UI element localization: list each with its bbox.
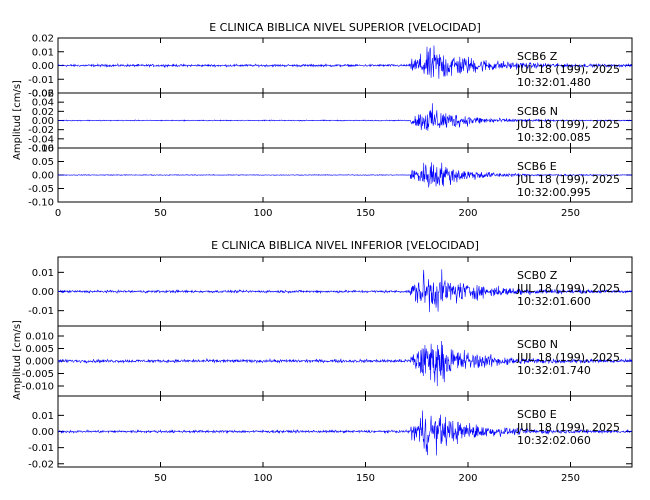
station-date: JUL 18 (199), 2025 — [516, 63, 620, 76]
x-tick-label: 150 — [356, 473, 375, 484]
y-tick-label: -0.05 — [28, 184, 54, 195]
station-label: SCB0 Z — [517, 269, 558, 282]
y-tick-label: -0.02 — [28, 89, 54, 100]
waveform-trace — [57, 162, 633, 188]
station-label: SCB6 Z — [517, 50, 558, 63]
y-tick-label: -0.02 — [28, 459, 54, 470]
waveform-trace — [57, 410, 633, 456]
station-time: 10:32:01.740 — [517, 364, 591, 377]
y-tick-label: -0.010 — [22, 382, 54, 393]
y-axis-label: Amplitud [cm/s] — [12, 80, 23, 160]
y-tick-label: 0.01 — [32, 47, 54, 58]
y-tick-label: 0.02 — [32, 107, 54, 118]
y-tick-label: 0.005 — [25, 344, 54, 355]
y-tick-label: -0.01 — [28, 443, 54, 454]
station-date: JUL 18 (199), 2025 — [516, 282, 620, 295]
x-tick-label: 50 — [154, 208, 167, 219]
x-tick-label: 150 — [356, 208, 375, 219]
y-tick-label: 0.00 — [32, 116, 54, 127]
y-tick-label: -0.01 — [28, 306, 54, 317]
station-time: 10:32:01.600 — [517, 295, 591, 308]
station-time: 10:32:02.060 — [517, 434, 591, 447]
y-tick-label: 0.00 — [32, 171, 54, 182]
y-tick-label: 0.00 — [32, 427, 54, 438]
y-tick-label: 0.00 — [32, 61, 54, 72]
station-label: SCB0 E — [517, 408, 557, 421]
x-tick-label: 100 — [253, 473, 272, 484]
y-tick-label: 0.01 — [32, 411, 54, 422]
x-tick-label: 250 — [561, 208, 580, 219]
waveform-trace — [57, 103, 633, 131]
y-tick-label: 0.02 — [32, 34, 54, 45]
x-tick-label: 200 — [458, 208, 477, 219]
y-tick-label: -0.005 — [22, 369, 54, 380]
y-tick-label: 0.00 — [32, 287, 54, 298]
station-time: 10:32:01.480 — [517, 76, 591, 89]
y-tick-label: -0.10 — [28, 198, 54, 209]
station-label: SCB6 E — [517, 160, 557, 173]
waveform-trace — [57, 269, 633, 313]
y-tick-label: -0.04 — [28, 134, 54, 145]
station-label: SCB6 N — [517, 105, 558, 118]
x-tick-label: 250 — [561, 473, 580, 484]
y-tick-label: -0.01 — [28, 75, 54, 86]
y-tick-label: -0.02 — [28, 125, 54, 136]
x-tick-label: 50 — [154, 473, 167, 484]
x-tick-label: 100 — [253, 208, 272, 219]
y-tick-label: 0.06 — [32, 89, 54, 100]
y-tick-label: -0.06 — [28, 144, 54, 155]
waveform-trace — [57, 340, 633, 387]
station-date: JUL 18 (199), 2025 — [516, 351, 620, 364]
y-tick-label: 0.04 — [32, 98, 54, 109]
y-tick-label: 0.05 — [32, 157, 54, 168]
y-tick-label: 0.01 — [32, 268, 54, 279]
station-date: JUL 18 (199), 2025 — [516, 421, 620, 434]
panel-title: E CLINICA BIBLICA NIVEL INFERIOR [VELOCI… — [211, 239, 479, 252]
station-date: JUL 18 (199), 2025 — [516, 118, 620, 131]
panel-title: E CLINICA BIBLICA NIVEL SUPERIOR [VELOCI… — [209, 21, 481, 34]
waveform-trace — [57, 45, 633, 79]
y-tick-label: 0.10 — [32, 144, 54, 155]
y-axis-label: Amplitud [cm/s] — [12, 320, 23, 400]
y-tick-label: 0.000 — [25, 357, 54, 368]
x-tick-label: 200 — [458, 473, 477, 484]
station-date: JUL 18 (199), 2025 — [516, 173, 620, 186]
station-time: 10:32:00.085 — [517, 131, 591, 144]
x-tick-label: 0 — [55, 208, 61, 219]
y-tick-label: 0.010 — [25, 332, 54, 343]
station-time: 10:32:00.995 — [517, 186, 591, 199]
station-label: SCB0 N — [517, 338, 558, 351]
